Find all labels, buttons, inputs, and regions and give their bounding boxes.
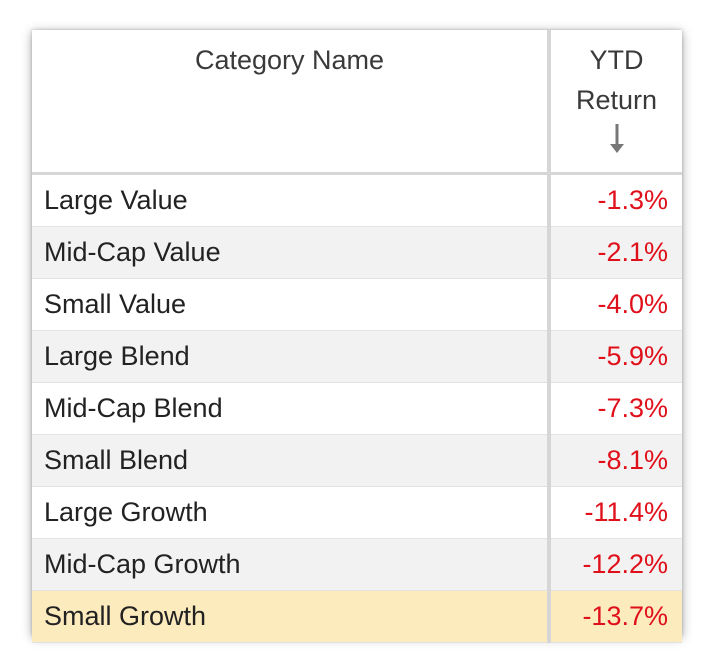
table-row[interactable]: Mid-Cap Growth -12.2% <box>32 538 682 591</box>
category-name-cell: Small Value <box>32 278 551 331</box>
category-name-cell: Small Growth <box>32 590 551 643</box>
table-row[interactable]: Large Blend -5.9% <box>32 330 682 383</box>
ytd-return-cell: -5.9% <box>549 330 682 383</box>
category-name-cell: Mid-Cap Blend <box>32 382 551 435</box>
ytd-return-cell: -13.7% <box>549 590 682 643</box>
ytd-return-cell: -7.3% <box>549 382 682 435</box>
ytd-return-cell: -1.3% <box>549 173 682 227</box>
table-row[interactable]: Small Value -4.0% <box>32 278 682 331</box>
category-name-cell: Mid-Cap Value <box>32 226 551 279</box>
ytd-return-cell: -4.0% <box>549 278 682 331</box>
sort-down-arrow-icon[interactable] <box>607 122 627 156</box>
table-row[interactable]: Mid-Cap Value -2.1% <box>32 226 682 279</box>
table-row[interactable]: Small Growth -13.7% <box>32 590 682 643</box>
table-row[interactable]: Large Growth -11.4% <box>32 486 682 539</box>
category-name-cell: Mid-Cap Growth <box>32 538 551 591</box>
column-header-ytd-return[interactable]: YTD Return <box>549 30 682 175</box>
category-name-cell: Large Growth <box>32 486 551 539</box>
returns-table: Category Name YTD Return Large Value -1.3… <box>32 30 682 643</box>
ytd-return-cell: -8.1% <box>549 434 682 487</box>
column-header-category-label: Category Name <box>194 45 385 75</box>
table-card: Category Name YTD Return Large Value -1.3… <box>32 30 682 643</box>
ytd-return-cell: -11.4% <box>549 486 682 539</box>
category-name-cell: Small Blend <box>32 434 551 487</box>
category-name-cell: Large Blend <box>32 330 551 383</box>
column-header-category[interactable]: Category Name <box>32 30 551 175</box>
column-header-ytd-label-line1: YTD <box>589 45 644 75</box>
category-name-cell: Large Value <box>32 173 551 227</box>
table-row[interactable]: Mid-Cap Blend -7.3% <box>32 382 682 435</box>
table-row[interactable]: Small Blend -8.1% <box>32 434 682 487</box>
header-row: Category Name YTD Return <box>32 30 682 175</box>
ytd-return-cell: -2.1% <box>549 226 682 279</box>
table-row[interactable]: Large Value -1.3% <box>32 173 682 227</box>
ytd-return-cell: -12.2% <box>549 538 682 591</box>
column-header-ytd-label-line2: Return <box>575 85 658 115</box>
